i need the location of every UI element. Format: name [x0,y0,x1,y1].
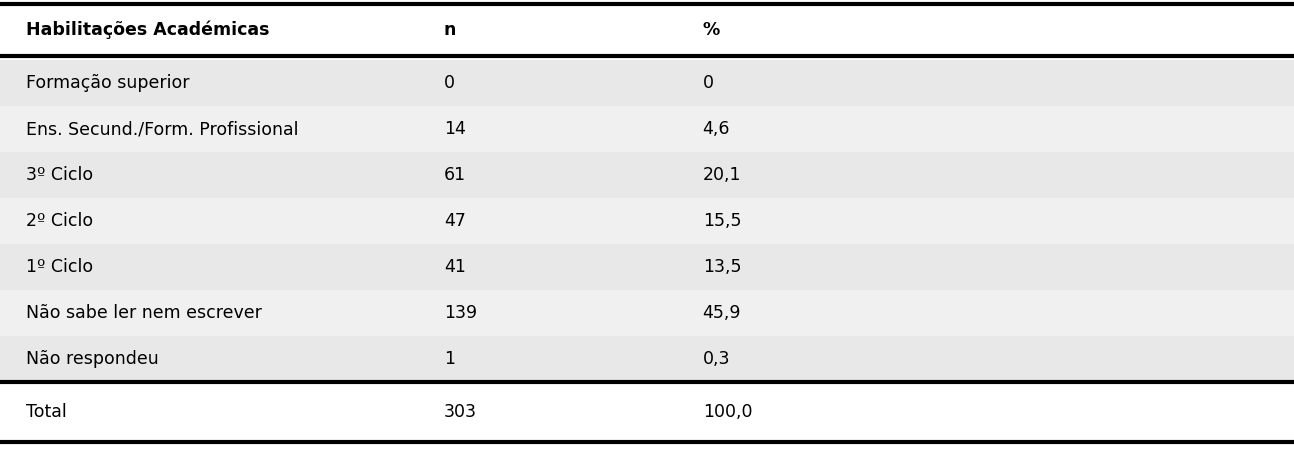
Text: 15,5: 15,5 [703,212,741,230]
Text: 0,3: 0,3 [703,350,730,368]
Text: 14: 14 [444,120,466,138]
Text: 47: 47 [444,212,466,230]
Text: 139: 139 [444,304,477,322]
Bar [0,290,1294,336]
Bar [0,106,1294,152]
Bar [0,244,1294,290]
Bar [0,386,1294,438]
Text: Formação superior: Formação superior [26,74,189,92]
Bar [0,60,1294,106]
Text: 3º Ciclo: 3º Ciclo [26,166,93,184]
Bar [0,198,1294,244]
Text: n: n [444,21,457,39]
Text: 1: 1 [444,350,455,368]
Bar [0,4,1294,56]
Bar [0,152,1294,198]
Text: 0: 0 [444,74,455,92]
Text: 41: 41 [444,258,466,276]
Text: Não sabe ler nem escrever: Não sabe ler nem escrever [26,304,261,322]
Text: Habilitações Académicas: Habilitações Académicas [26,21,269,39]
Text: 61: 61 [444,166,466,184]
Text: 0: 0 [703,74,714,92]
Text: 13,5: 13,5 [703,258,741,276]
Text: 1º Ciclo: 1º Ciclo [26,258,93,276]
Text: 100,0: 100,0 [703,403,752,421]
Text: Total: Total [26,403,66,421]
Text: 303: 303 [444,403,477,421]
Text: 2º Ciclo: 2º Ciclo [26,212,93,230]
Text: Ens. Secund./Form. Profissional: Ens. Secund./Form. Profissional [26,120,299,138]
Text: %: % [703,21,719,39]
Text: Não respondeu: Não respondeu [26,350,159,368]
Text: 20,1: 20,1 [703,166,741,184]
Bar [0,336,1294,382]
Text: 4,6: 4,6 [703,120,730,138]
Text: 45,9: 45,9 [703,304,741,322]
